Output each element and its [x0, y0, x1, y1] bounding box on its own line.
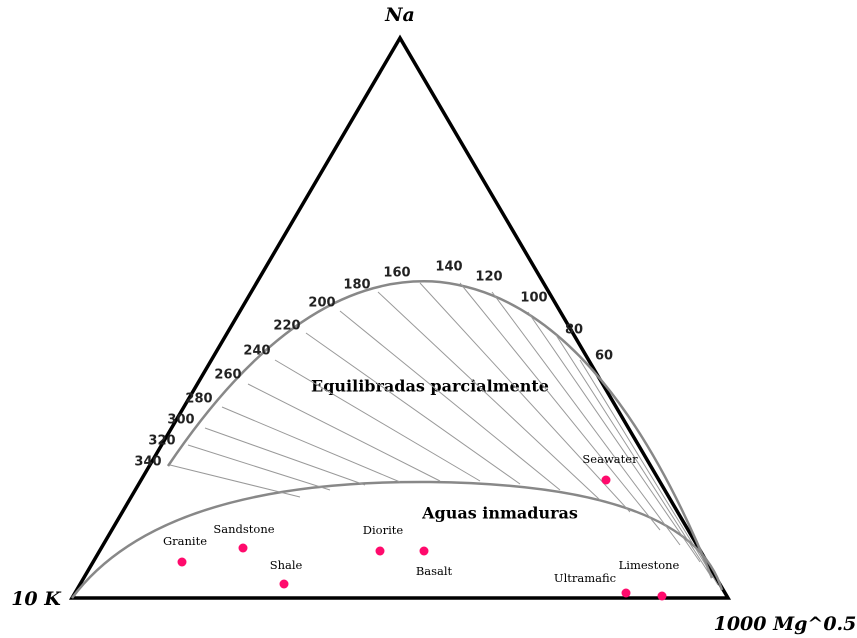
- isotherm-line: [204, 427, 366, 486]
- sample-point: [419, 546, 429, 556]
- sample-point: [177, 557, 187, 567]
- sample-label: Basalt: [416, 564, 453, 578]
- sample-label: Limestone: [619, 558, 680, 572]
- isotherm-label: 260: [214, 368, 241, 383]
- isotherm-label: 80: [565, 323, 583, 338]
- region-label: Equilibradas parcialmente: [311, 377, 549, 396]
- isotherm-label: 220: [273, 319, 300, 334]
- immature-curve: [70, 480, 724, 599]
- sample-point: [279, 579, 289, 589]
- isotherm-line: [377, 291, 601, 501]
- isotherm-label: 60: [595, 349, 613, 364]
- isotherm-line: [459, 282, 661, 531]
- triangle: [68, 34, 732, 600]
- isotherm-label: 100: [520, 291, 547, 306]
- sample-point: [375, 546, 385, 556]
- isotherm-label: 160: [383, 266, 410, 281]
- isotherm-label: 320: [148, 434, 175, 449]
- sample-point: [601, 475, 611, 485]
- sample-label: Shale: [270, 558, 303, 572]
- isotherm-line: [339, 310, 561, 491]
- sample-point: [238, 543, 248, 553]
- sample-point: [657, 591, 667, 601]
- sample-label: Seawater: [582, 452, 638, 466]
- sample-label: Sandstone: [213, 522, 274, 536]
- isotherm-label: 340: [134, 455, 161, 470]
- region-label: Aguas inmaduras: [421, 504, 578, 523]
- vertex-label: Na: [384, 4, 415, 26]
- sample-label: Ultramafic: [554, 571, 616, 585]
- isotherm-line: [527, 311, 701, 563]
- isotherm-label: 280: [185, 392, 212, 407]
- isotherm-line: [555, 334, 713, 579]
- isotherm-line: [419, 282, 631, 513]
- full-equilibrium-curve: [166, 280, 714, 579]
- isotherm-line: [579, 359, 719, 586]
- isotherm-label: 200: [308, 296, 335, 311]
- isotherm-label: 120: [475, 270, 502, 285]
- isotherm-line: [274, 359, 481, 482]
- isotherm-label: 140: [435, 260, 462, 275]
- isotherm-line: [221, 406, 401, 483]
- isotherm-label: 180: [343, 278, 370, 293]
- vertex-label: 10 K: [11, 588, 62, 610]
- sample-label: Diorite: [363, 523, 404, 537]
- vertex-label: 1000 Mg^0.5: [714, 613, 857, 635]
- isotherm-line: [305, 332, 521, 485]
- isotherm-label: 240: [243, 344, 270, 359]
- isotherm-line: [169, 464, 301, 498]
- isotherm-line: [491, 291, 681, 546]
- sample-point: [621, 588, 631, 598]
- isotherm-line: [187, 444, 331, 491]
- isotherm-label: 300: [167, 413, 194, 428]
- sample-label: Granite: [163, 534, 207, 548]
- isotherm-line: [247, 383, 441, 482]
